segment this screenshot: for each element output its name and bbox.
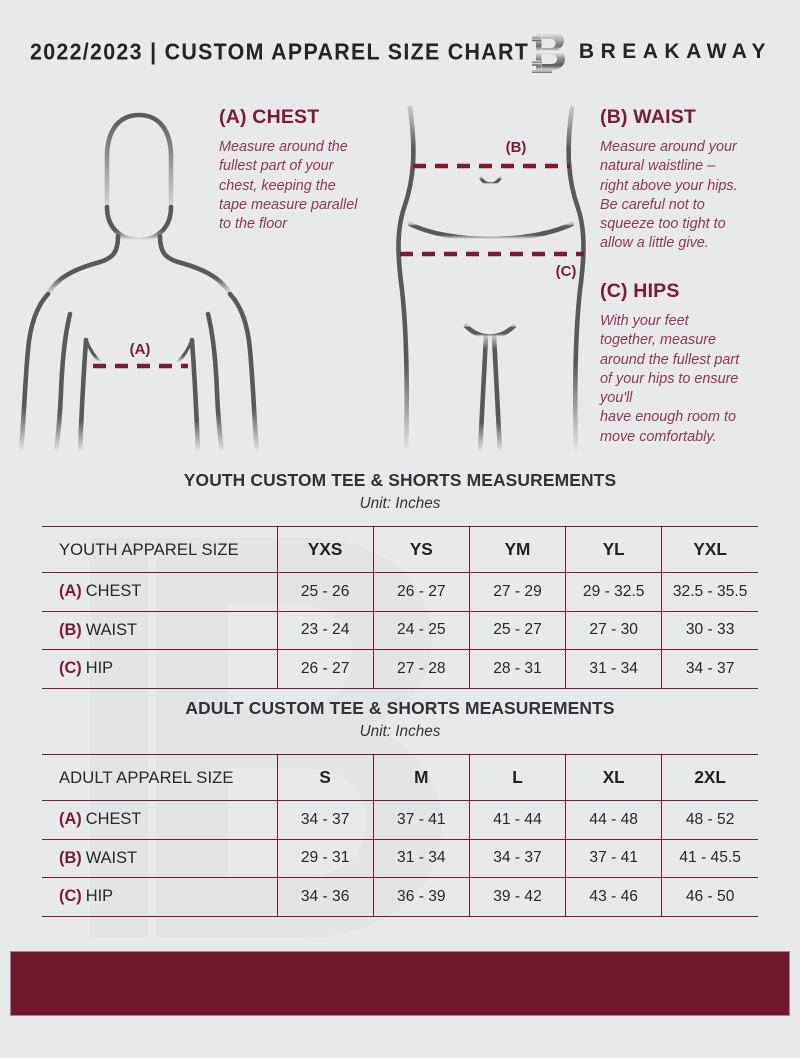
callout-waist-body: Measure around your natural waistline – … xyxy=(600,139,738,252)
upper-body-torso-outline-icon: (A) xyxy=(18,112,260,452)
youth-size-col-1: YS xyxy=(373,526,470,573)
adult-size-col-1: M xyxy=(373,754,470,801)
adult-chest-s: 34 - 37 xyxy=(277,800,374,840)
youth-size-col-0: YXS xyxy=(277,526,374,573)
adult-size-col-4: 2XL xyxy=(661,754,758,801)
youth-waist-yxl: 30 - 33 xyxy=(661,610,758,650)
table-row: (B) WAIST 29 - 31 31 - 34 34 - 37 37 - 41… xyxy=(42,838,758,878)
tag-c: (C) xyxy=(59,887,82,906)
youth-waist-ys: 24 - 25 xyxy=(373,610,470,650)
brand-lockup: BREAKAWAY xyxy=(531,31,772,73)
hip-measure-label: (C) xyxy=(556,263,577,280)
youth-table-title: YOUTH CUSTOM TEE & SHORTS MEASUREMENTS xyxy=(183,470,617,490)
tag-a: (A) xyxy=(59,810,82,829)
adult-waist-l: 34 - 37 xyxy=(469,838,567,878)
adult-waist-m: 31 - 34 xyxy=(373,838,470,878)
tag-b: (B) xyxy=(59,848,82,867)
breakaway-b-monogram-icon xyxy=(531,32,565,73)
chest-measure-label: (A) xyxy=(130,341,151,358)
tag-a: (A) xyxy=(59,582,82,601)
waist-measure-label: (B) xyxy=(506,139,527,156)
brand-name: BREAKAWAY xyxy=(578,40,772,63)
table-row: (A) CHEST 34 - 37 37 - 41 41 - 44 44 - 48… xyxy=(42,800,758,840)
adult-hip-label-text: HIP xyxy=(85,887,114,906)
adult-chest-label-text: CHEST xyxy=(85,810,142,829)
adult-hip-xl: 43 - 46 xyxy=(565,877,663,917)
youth-size-col-2: YM xyxy=(469,526,567,573)
youth-waist-ym: 25 - 27 xyxy=(469,610,567,650)
callout-chest: (A) CHEST Measure around the fullest par… xyxy=(219,106,395,234)
youth-chest-label-text: CHEST xyxy=(85,582,142,601)
youth-chest-ys: 26 - 27 xyxy=(373,572,470,612)
table-header-row: YOUTH APPAREL SIZE YXS YS YM YL YXL xyxy=(42,526,758,573)
callout-chest-body: Measure around the fullest part of your … xyxy=(219,139,358,233)
youth-measurements-block: YOUTH CUSTOM TEE & SHORTS MEASUREMENTS U… xyxy=(0,470,800,689)
adult-hip-2xl: 46 - 50 xyxy=(661,877,758,917)
callout-hips-body: With your feet together, measure around … xyxy=(600,313,740,445)
adult-size-col-2: L xyxy=(469,754,567,801)
adult-hip-m: 36 - 39 xyxy=(373,877,470,917)
youth-row-label-header: YOUTH APPAREL SIZE xyxy=(42,526,278,573)
adult-waist-label-text: WAIST xyxy=(85,848,138,867)
youth-chest-yl: 29 - 32.5 xyxy=(565,572,663,612)
youth-chest-ym: 27 - 29 xyxy=(469,572,567,612)
page-title: 2022/2023 | CUSTOM APPAREL SIZE CHART xyxy=(30,38,530,65)
tag-b: (B) xyxy=(59,620,82,639)
youth-chest-label: (A) CHEST xyxy=(42,572,278,612)
callout-waist-heading: (B) WAIST xyxy=(600,106,697,128)
adult-table-title: ADULT CUSTOM TEE & SHORTS MEASUREMENTS xyxy=(185,698,615,718)
adult-chest-2xl: 48 - 52 xyxy=(661,800,758,840)
adult-size-col-3: XL xyxy=(565,754,663,801)
adult-row-label-header: ADULT APPAREL SIZE xyxy=(42,754,278,801)
adult-hip-s: 34 - 36 xyxy=(277,877,374,917)
table-row: (C) HIP 34 - 36 36 - 39 39 - 42 43 - 46 4… xyxy=(42,877,758,917)
youth-hip-yxs: 26 - 27 xyxy=(277,649,374,689)
footer-accent-bar xyxy=(10,951,790,1016)
adult-table-unit: Unit: Inches xyxy=(359,723,441,740)
document-header: 2022/2023 | CUSTOM APPAREL SIZE CHART xyxy=(0,24,800,80)
adult-waist-label: (B) WAIST xyxy=(42,838,278,878)
tag-c: (C) xyxy=(59,659,82,678)
youth-hip-label: (C) HIP xyxy=(42,649,278,689)
adult-hip-l: 39 - 42 xyxy=(469,877,567,917)
youth-chest-yxl: 32.5 - 35.5 xyxy=(661,572,758,612)
table-row: (A) CHEST 25 - 26 26 - 27 27 - 29 29 - 32… xyxy=(42,572,758,612)
callout-chest-heading: (A) CHEST xyxy=(219,106,320,128)
youth-hip-yl: 31 - 34 xyxy=(565,649,663,689)
adult-size-col-0: S xyxy=(277,754,374,801)
youth-size-col-3: YL xyxy=(565,526,663,573)
callout-hips-heading: (C) HIPS xyxy=(600,280,680,302)
lower-body-hips-outline-icon: (B) (C) xyxy=(396,105,586,452)
youth-hip-ys: 27 - 28 xyxy=(373,649,470,689)
youth-waist-label-text: WAIST xyxy=(85,620,138,639)
youth-chest-yxs: 25 - 26 xyxy=(277,572,374,612)
youth-waist-label: (B) WAIST xyxy=(42,610,278,650)
adult-size-table: ADULT APPAREL SIZE S M L XL 2XL (A) CHEST… xyxy=(42,754,758,917)
adult-chest-m: 37 - 41 xyxy=(373,800,470,840)
callout-waist: (B) WAIST Measure around your natural wa… xyxy=(600,106,780,254)
measurement-illustration-band: (A) xyxy=(0,96,800,464)
youth-size-col-4: YXL xyxy=(661,526,758,573)
table-header-row: ADULT APPAREL SIZE S M L XL 2XL xyxy=(42,754,758,801)
youth-table-unit: Unit: Inches xyxy=(359,495,441,512)
table-row: (C) HIP 26 - 27 27 - 28 28 - 31 31 - 34 3… xyxy=(42,649,758,689)
table-row: (B) WAIST 23 - 24 24 - 25 25 - 27 27 - 30… xyxy=(42,610,758,650)
adult-hip-label: (C) HIP xyxy=(42,877,278,917)
adult-measurements-block: ADULT CUSTOM TEE & SHORTS MEASUREMENTS U… xyxy=(0,698,800,917)
youth-waist-yxs: 23 - 24 xyxy=(277,610,374,650)
adult-waist-s: 29 - 31 xyxy=(277,838,374,878)
youth-size-table: YOUTH APPAREL SIZE YXS YS YM YL YXL (A) C… xyxy=(42,526,758,689)
callout-hips: (C) HIPS With your feet together, measur… xyxy=(600,280,780,447)
adult-waist-2xl: 41 - 45.5 xyxy=(661,838,758,878)
adult-chest-label: (A) CHEST xyxy=(42,800,278,840)
youth-hip-ym: 28 - 31 xyxy=(469,649,567,689)
youth-waist-yl: 27 - 30 xyxy=(565,610,663,650)
youth-hip-yxl: 34 - 37 xyxy=(661,649,758,689)
adult-chest-xl: 44 - 48 xyxy=(565,800,663,840)
adult-waist-xl: 37 - 41 xyxy=(565,838,663,878)
youth-hip-label-text: HIP xyxy=(85,659,114,678)
adult-chest-l: 41 - 44 xyxy=(469,800,567,840)
